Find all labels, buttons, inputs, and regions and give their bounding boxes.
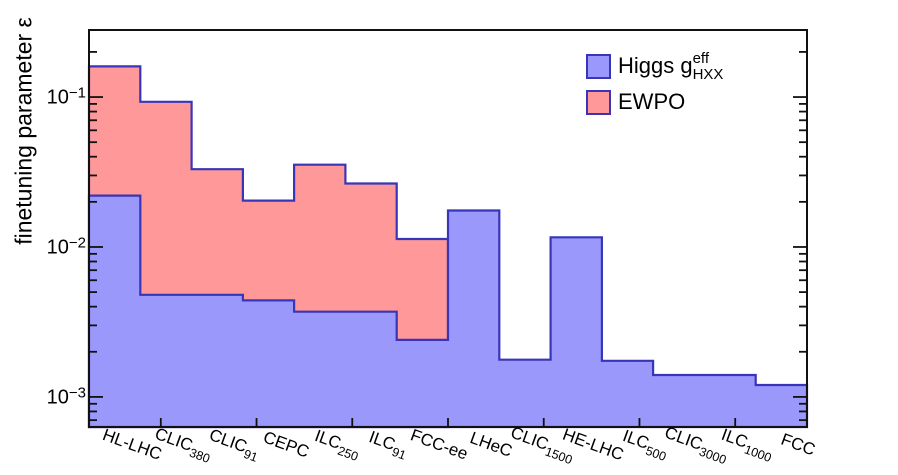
- legend-entry-higgs: Higgs g eff HXX: [586, 48, 723, 84]
- higgs-color-swatch: [586, 53, 611, 79]
- y-tick-label-1e-3: 10−3: [46, 384, 86, 409]
- y-tick-label-1e-1: 10−1: [46, 84, 86, 109]
- ewpo-color-swatch: [586, 89, 611, 115]
- legend-entry-ewpo: EWPO: [586, 84, 723, 120]
- legend: Higgs g eff HXX EWPO: [586, 48, 723, 120]
- legend-label-higgs: Higgs g eff HXX: [618, 50, 724, 83]
- histogram-higgs: [87, 194, 809, 429]
- legend-label-ewpo: EWPO: [618, 89, 686, 114]
- y-axis-title: finetuning parameter ε: [10, 17, 37, 245]
- y-tick-label-1e-2: 10−2: [46, 234, 86, 259]
